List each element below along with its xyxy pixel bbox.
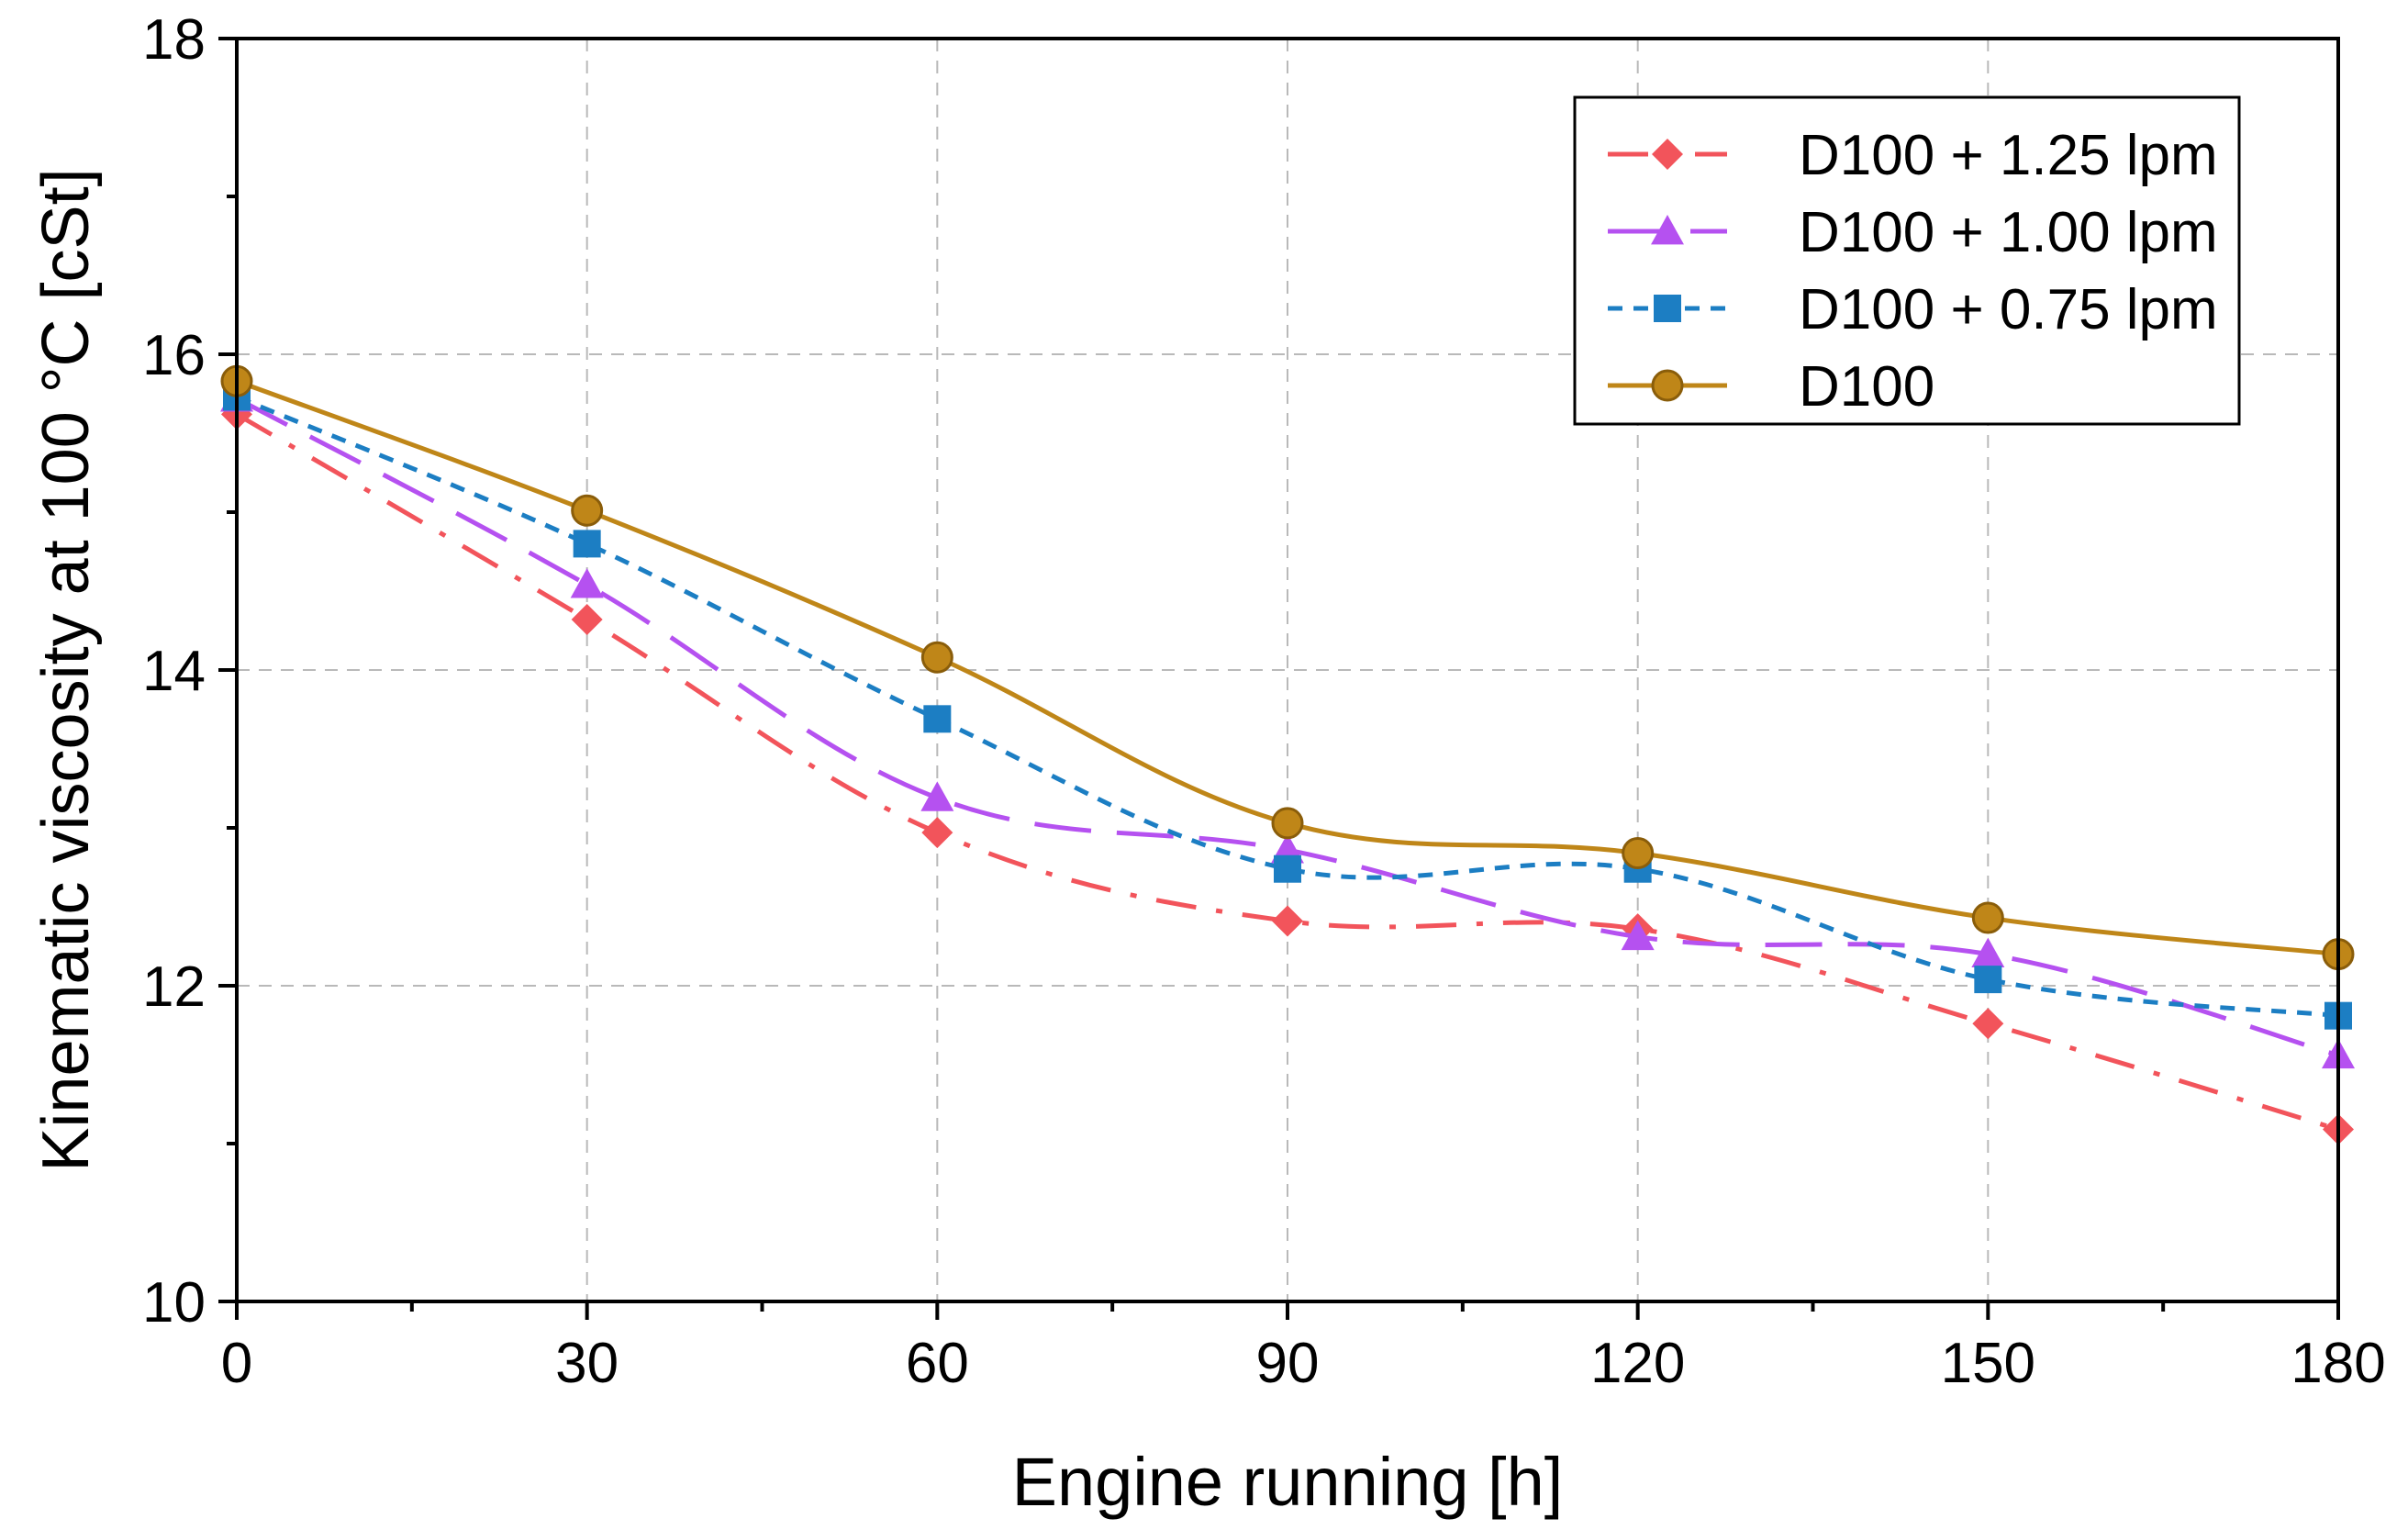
data-point — [920, 641, 953, 674]
legend-label: D100 + 1.00 lpm — [1799, 201, 2218, 264]
data-point — [1271, 807, 1304, 840]
x-tick-label: 90 — [1256, 1332, 1320, 1395]
legend-item: D100 + 1.00 lpm — [1608, 201, 2218, 264]
legend-marker — [1651, 369, 1684, 402]
data-point — [923, 705, 952, 733]
x-tick-label: 180 — [2291, 1332, 2385, 1395]
legend-item: D100 — [1608, 355, 1934, 419]
data-point — [1274, 854, 1301, 883]
data-point — [571, 494, 604, 527]
legend-box — [1573, 95, 2241, 426]
y-axis-label: Kinematic viscosity at 100 °C [cSt] — [29, 168, 103, 1171]
legend-marker — [1651, 215, 1684, 245]
x-tick-label: 150 — [1941, 1332, 2035, 1395]
legend-item: D100 + 0.75 lpm — [1608, 278, 2218, 341]
y-tick-label: 10 — [142, 1271, 206, 1335]
data-point — [570, 568, 604, 598]
data-point — [1622, 837, 1655, 870]
legend: D100 + 1.25 lpm D100 + 1.00 lpm D100 + 0.7… — [1573, 95, 2241, 426]
data-point — [1971, 937, 2005, 967]
x-tick-label: 0 — [221, 1332, 252, 1395]
axes: 0 30 60 90 120 150 180 10 12 14 16 18 — [142, 8, 2386, 1395]
data-point — [573, 530, 601, 558]
x-axis-label: Engine running [h] — [1012, 1444, 1564, 1520]
legend-label: D100 + 1.25 lpm — [1799, 124, 2218, 187]
x-tick-label: 30 — [555, 1332, 619, 1395]
legend-label: D100 — [1799, 355, 1934, 419]
series-layer — [220, 364, 2355, 1145]
data-point — [1972, 1008, 2004, 1040]
x-tick-label: 60 — [906, 1332, 969, 1395]
data-point — [920, 781, 954, 811]
legend-label: D100 + 0.75 lpm — [1799, 278, 2218, 341]
y-tick-label: 16 — [142, 324, 206, 387]
data-point — [1974, 966, 2002, 994]
data-point — [1272, 905, 1303, 937]
y-tick-label: 14 — [142, 640, 206, 703]
x-tick-label: 120 — [1590, 1332, 1685, 1395]
data-point — [1971, 901, 2004, 934]
y-tick-label: 18 — [142, 8, 206, 72]
legend-marker — [1652, 139, 1683, 170]
series-d100 — [220, 364, 2355, 971]
data-point — [1621, 920, 1655, 951]
data-point — [921, 817, 953, 849]
y-tick-label: 12 — [142, 955, 206, 1019]
legend-marker — [1654, 295, 1681, 322]
legend-item: D100 + 1.25 lpm — [1608, 124, 2218, 187]
data-point — [571, 603, 603, 635]
